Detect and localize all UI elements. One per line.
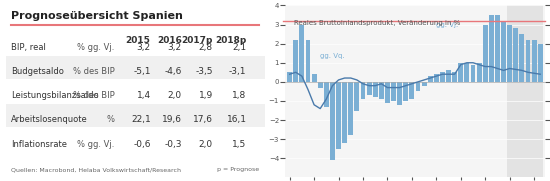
Text: -3,1: -3,1	[229, 67, 246, 76]
FancyBboxPatch shape	[6, 32, 265, 54]
Bar	[538, 44, 543, 82]
Bar	[434, 74, 439, 82]
Text: 1,4: 1,4	[136, 91, 151, 100]
Text: p = Prognose: p = Prognose	[217, 167, 260, 172]
Bar	[385, 82, 390, 103]
Text: 2017p: 2017p	[182, 36, 213, 45]
Text: 1,8: 1,8	[232, 91, 246, 100]
Text: Leistungsbilanzsaldo: Leistungsbilanzsaldo	[10, 91, 98, 100]
Text: -0,6: -0,6	[133, 140, 151, 149]
Bar	[464, 63, 469, 82]
Text: % gg. Vj.: % gg. Vj.	[77, 140, 114, 149]
Bar	[299, 25, 304, 82]
Text: 3,2: 3,2	[168, 43, 182, 52]
FancyBboxPatch shape	[6, 56, 265, 79]
Bar	[318, 82, 323, 88]
Text: 19,6: 19,6	[162, 115, 182, 125]
Text: 1,9: 1,9	[199, 91, 213, 100]
Bar	[495, 15, 500, 82]
Text: gg. Vj.: gg. Vj.	[436, 22, 459, 28]
Bar	[501, 21, 506, 82]
Bar	[373, 82, 378, 97]
Bar	[428, 76, 433, 82]
Bar	[532, 40, 537, 82]
Text: Reales Bruttoinlandsprodukt, Veränderung in %: Reales Bruttoinlandsprodukt, Veränderung…	[294, 20, 461, 26]
Bar	[507, 5, 543, 177]
Bar	[330, 82, 335, 160]
Text: 2,0: 2,0	[168, 91, 182, 100]
Text: % des BIP: % des BIP	[73, 91, 114, 100]
Bar	[354, 82, 359, 111]
Bar	[391, 82, 396, 101]
Text: 17,6: 17,6	[193, 115, 213, 125]
Bar	[312, 74, 317, 82]
Text: 16,1: 16,1	[227, 115, 246, 125]
Text: 1,5: 1,5	[232, 140, 246, 149]
Bar	[507, 25, 512, 82]
Bar	[483, 25, 488, 82]
Text: 2016: 2016	[157, 36, 182, 45]
Bar	[471, 65, 475, 82]
Text: Budgetsaldo: Budgetsaldo	[10, 67, 64, 76]
Bar	[324, 82, 329, 107]
Bar	[287, 72, 292, 82]
Bar	[416, 82, 420, 91]
Text: Arbeitslosenquote: Arbeitslosenquote	[10, 115, 87, 125]
Bar	[306, 40, 310, 82]
Text: 3,2: 3,2	[136, 43, 151, 52]
Bar	[526, 40, 530, 82]
Bar	[477, 63, 482, 82]
Text: % des BIP: % des BIP	[73, 67, 114, 76]
Text: Inflationsrate: Inflationsrate	[10, 140, 67, 149]
Text: -4,6: -4,6	[164, 67, 182, 76]
Text: 2,0: 2,0	[199, 140, 213, 149]
Bar	[348, 82, 353, 135]
Text: BIP, real: BIP, real	[10, 43, 46, 52]
Text: gg. Vq.: gg. Vq.	[320, 53, 345, 59]
Text: Prognoseübersicht Spanien: Prognoseübersicht Spanien	[10, 11, 183, 21]
Text: % gg. Vj.: % gg. Vj.	[77, 43, 114, 52]
Text: 2,1: 2,1	[232, 43, 246, 52]
Text: -5,1: -5,1	[133, 67, 151, 76]
Bar	[397, 82, 402, 105]
FancyBboxPatch shape	[6, 80, 265, 103]
Bar	[379, 82, 384, 99]
Bar	[336, 82, 341, 149]
FancyBboxPatch shape	[6, 128, 265, 151]
Text: -3,5: -3,5	[195, 67, 213, 76]
Bar	[440, 72, 445, 82]
FancyBboxPatch shape	[6, 104, 265, 127]
Bar	[367, 82, 372, 95]
Bar	[458, 63, 463, 82]
Bar	[293, 40, 298, 82]
Bar	[361, 82, 365, 99]
Text: 2,8: 2,8	[199, 43, 213, 52]
Text: 22,1: 22,1	[131, 115, 151, 125]
Bar	[403, 82, 408, 101]
Bar	[446, 70, 451, 82]
Bar	[422, 82, 427, 86]
Bar	[409, 82, 414, 99]
Text: Quellen: Macrobond, Helaba Volkswirtschaft/Research: Quellen: Macrobond, Helaba Volkswirtscha…	[10, 167, 181, 172]
Bar	[452, 72, 457, 82]
Bar	[519, 34, 524, 82]
Text: 2015: 2015	[126, 36, 151, 45]
Bar	[489, 15, 494, 82]
Bar	[342, 82, 347, 143]
Bar	[513, 28, 518, 82]
Text: -0,3: -0,3	[164, 140, 182, 149]
Text: 2018p: 2018p	[215, 36, 246, 45]
Text: %: %	[106, 115, 114, 125]
